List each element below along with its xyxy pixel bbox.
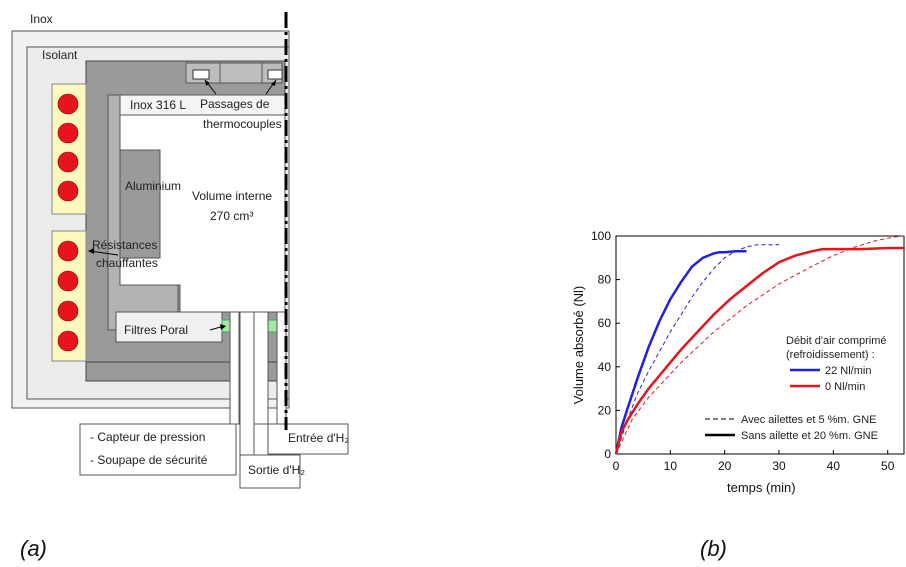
x-tick-label: 50 xyxy=(881,459,895,473)
heater-element xyxy=(57,270,79,292)
absorption-chart: 0 20 40 60 80 100 0 10 20 30 40 50 temps (min) Vol… xyxy=(571,229,905,561)
y-tick-label: 80 xyxy=(598,273,612,287)
thermocouple-passage xyxy=(192,69,210,80)
legend-label-22: 22 Nl/min xyxy=(825,365,871,377)
series-layer xyxy=(614,235,905,455)
inner-volume xyxy=(119,114,286,313)
heater-element xyxy=(57,240,79,262)
heater-element xyxy=(57,330,79,352)
heater-element xyxy=(57,93,79,115)
arrow xyxy=(89,250,119,256)
reactor-diagram: Inox Isolant Inox 316 L Passages de ther… xyxy=(11,12,349,561)
inlet-box xyxy=(267,423,349,455)
pressure-box xyxy=(79,423,237,476)
heater-element xyxy=(57,151,79,173)
x-tick-label: 10 xyxy=(664,459,678,473)
legend-title-2: (refroidissement) : xyxy=(786,349,875,361)
filters-zone xyxy=(115,311,223,343)
series-line-1 xyxy=(615,244,779,455)
pressure-pipe xyxy=(229,311,240,425)
label-volume-2: 270 cm³ xyxy=(210,209,253,223)
x-tick-label: 30 xyxy=(772,459,786,473)
series-line-0 xyxy=(614,250,747,455)
label-resist-1: Résistances xyxy=(92,238,157,252)
y-axis-label: Volume absorbé (Nl) xyxy=(571,286,586,405)
label-inox: Inox xyxy=(30,12,53,26)
plot-frame xyxy=(615,235,905,455)
series-line-2 xyxy=(614,246,904,455)
y-axis: 0 20 40 60 80 100 xyxy=(591,229,620,461)
x-tick-label: 20 xyxy=(718,459,732,473)
label-passages-1: Passages de xyxy=(200,97,270,111)
caption-a: (a) xyxy=(20,536,47,561)
x-tick-label: 40 xyxy=(827,459,841,473)
heater-element xyxy=(57,300,79,322)
y-tick-label: 40 xyxy=(598,360,612,374)
heater-element xyxy=(57,180,79,202)
inlet-pipe xyxy=(253,311,269,425)
label-aluminium: Aluminium xyxy=(125,179,181,193)
y-tick-label: 0 xyxy=(604,447,611,461)
label-isolant: Isolant xyxy=(42,48,78,62)
label-resist-2: chauffantes xyxy=(96,256,158,270)
x-axis: 0 10 20 30 40 50 xyxy=(613,450,895,473)
label-volume-1: Volume interne xyxy=(192,189,272,203)
x-axis-label: temps (min) xyxy=(727,480,796,495)
label-filtres: Filtres Poral xyxy=(124,323,188,337)
label-soupape: - Soupape de sécurité xyxy=(90,453,208,467)
series-line-3 xyxy=(615,235,905,455)
heater-element xyxy=(57,122,79,144)
label-inox316: Inox 316 L xyxy=(130,98,186,112)
y-tick-label: 20 xyxy=(598,403,612,417)
label-passages-2: thermocouples xyxy=(203,117,282,131)
y-tick-label: 100 xyxy=(591,229,611,243)
legend-label-0: 0 Nl/min xyxy=(825,381,865,393)
outlet-box xyxy=(239,454,301,489)
legend-label-dashed: Avec ailettes et 5 %m. GNE xyxy=(741,414,877,426)
legend-label-solid: Sans ailette et 20 %m. GNE xyxy=(741,430,878,442)
x-tick-label: 0 xyxy=(613,459,620,473)
caption-b: (b) xyxy=(700,536,727,561)
y-tick-label: 60 xyxy=(598,316,612,330)
label-sortie: Sortie d'H₂ xyxy=(248,463,305,477)
thermocouple-passage xyxy=(267,69,283,80)
label-capteur: - Capteur de pression xyxy=(90,430,205,444)
legend-title-1: Débit d'air comprimé xyxy=(786,335,887,347)
label-entree: Entrée d'H₂ xyxy=(288,431,349,445)
